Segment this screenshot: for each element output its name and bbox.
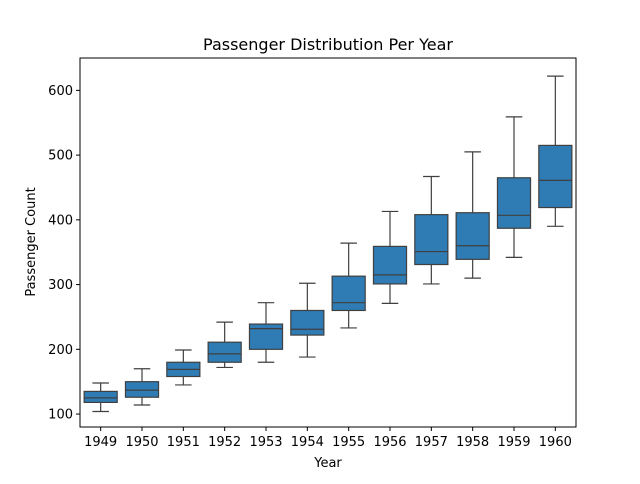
x-tick-label: 1959 — [497, 435, 530, 450]
chart-title: Passenger Distribution Per Year — [203, 35, 453, 54]
box-1955 — [331, 275, 366, 312]
box-1952 — [207, 341, 242, 363]
y-tick-label: 300 — [48, 278, 73, 293]
x-tick-label: 1956 — [373, 435, 406, 450]
x-axis-label: Year — [313, 456, 342, 471]
box-1953 — [248, 323, 284, 350]
x-tick-label: 1958 — [456, 435, 489, 450]
y-tick-label: 200 — [48, 343, 73, 358]
y-tick-label: 400 — [48, 213, 73, 228]
box-1949 — [83, 390, 118, 404]
box-1950 — [124, 381, 160, 398]
y-tick-label: 600 — [48, 84, 73, 99]
y-tick-label: 500 — [48, 149, 73, 164]
x-tick-label: 1960 — [539, 435, 572, 450]
x-tick-label: 1950 — [125, 435, 158, 450]
box-1958 — [455, 212, 490, 260]
x-tick-label: 1954 — [291, 435, 324, 450]
box-1956 — [372, 245, 408, 285]
plot-area: 100 200 300 400 500 600 1949 1950 1951 1952 1953 19… — [48, 75, 573, 450]
x-tick-label: 1955 — [332, 435, 365, 450]
x-tick-label: 1951 — [167, 435, 200, 450]
box-1960 — [538, 144, 573, 209]
box-1957 — [414, 214, 449, 266]
box-1954 — [290, 309, 325, 336]
x-tick-label: 1957 — [415, 435, 448, 450]
axes-frame — [79, 57, 577, 428]
y-tick-label: 100 — [48, 408, 73, 423]
y-axis-label: Passenger Count — [24, 187, 39, 296]
x-tick-label: 1949 — [84, 435, 117, 450]
x-tick-label: 1953 — [249, 435, 282, 450]
box-1959 — [496, 177, 532, 229]
x-tick-label: 1952 — [208, 435, 241, 450]
